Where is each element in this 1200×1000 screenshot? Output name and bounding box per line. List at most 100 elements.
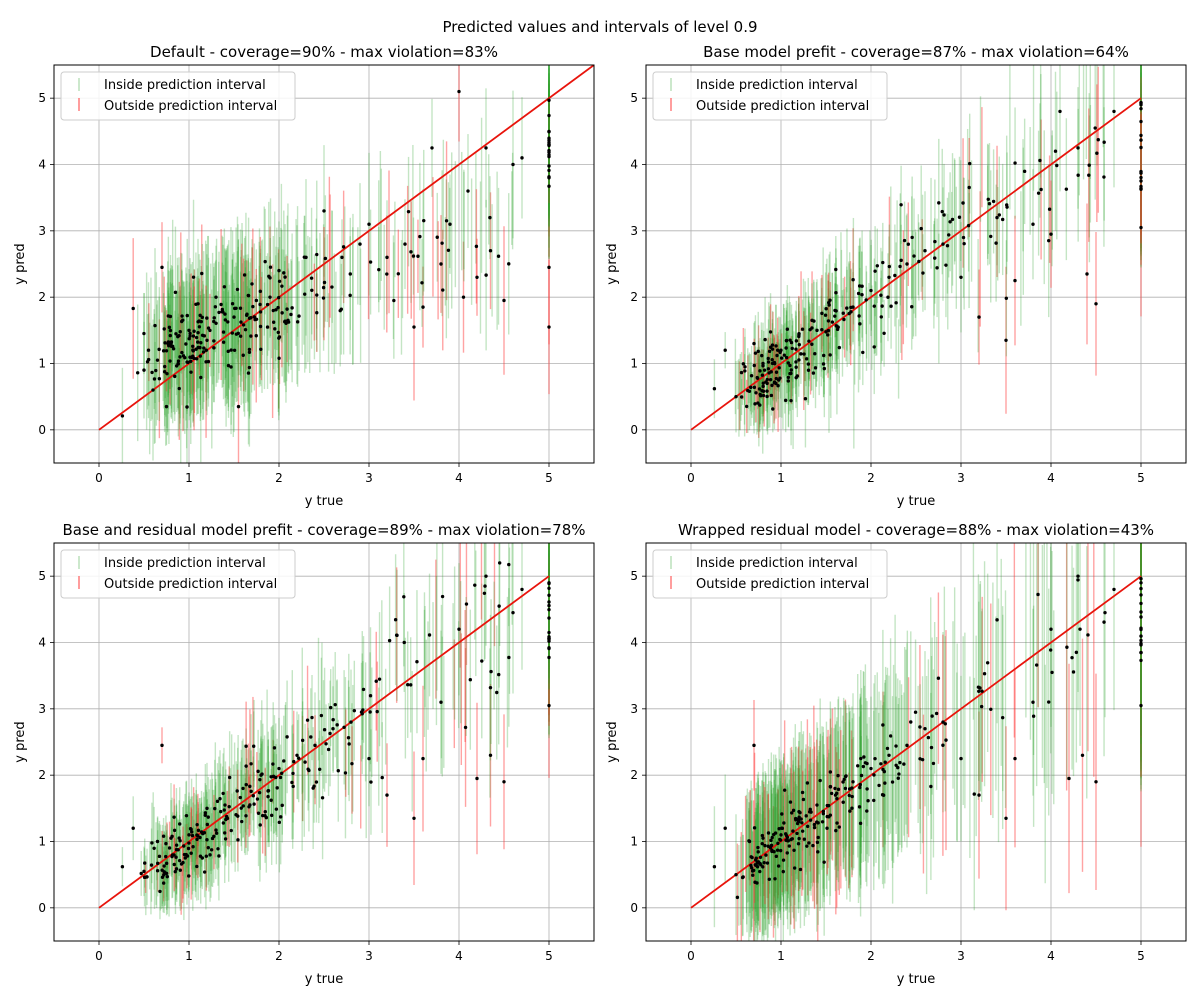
prediction-point xyxy=(833,314,837,318)
prediction-point xyxy=(315,293,319,297)
prediction-point xyxy=(753,402,757,406)
prediction-point xyxy=(902,762,906,766)
prediction-point xyxy=(223,312,227,316)
prediction-point xyxy=(893,273,897,278)
prediction-point xyxy=(247,350,252,355)
prediction-point xyxy=(803,397,808,401)
prediction-point xyxy=(849,305,853,310)
prediction-point xyxy=(155,869,160,873)
prediction-point xyxy=(252,802,256,806)
prediction-point xyxy=(761,381,765,385)
prediction-point xyxy=(1000,217,1005,222)
prediction-point xyxy=(712,865,717,869)
prediction-point xyxy=(772,380,777,384)
prediction-point xyxy=(894,744,898,748)
prediction-point xyxy=(547,603,551,608)
prediction-point xyxy=(1004,296,1009,300)
prediction-point xyxy=(777,366,781,370)
prediction-point xyxy=(303,760,307,764)
prediction-point xyxy=(199,830,204,834)
prediction-point xyxy=(191,348,195,352)
prediction-point xyxy=(917,259,921,264)
prediction-point xyxy=(1065,645,1069,649)
y-tick-label: 4 xyxy=(38,636,46,650)
prediction-point xyxy=(781,869,786,874)
prediction-point xyxy=(929,745,934,750)
prediction-point xyxy=(314,780,319,784)
x-tick-label: 2 xyxy=(275,949,283,963)
x-tick-label: 0 xyxy=(95,471,103,485)
prediction-point xyxy=(822,366,827,371)
prediction-point xyxy=(412,325,416,329)
prediction-point xyxy=(752,341,756,346)
prediction-point xyxy=(213,806,217,811)
prediction-point xyxy=(1139,175,1143,180)
prediction-point xyxy=(869,288,873,293)
prediction-point xyxy=(1139,615,1143,619)
prediction-point xyxy=(547,143,551,148)
prediction-point xyxy=(222,285,227,289)
prediction-point xyxy=(1036,592,1040,597)
prediction-point xyxy=(918,757,922,761)
prediction-point xyxy=(794,375,798,380)
prediction-point xyxy=(507,562,511,567)
prediction-point xyxy=(1049,232,1053,236)
x-tick-label: 3 xyxy=(957,471,965,485)
prediction-point xyxy=(797,342,802,347)
prediction-point xyxy=(547,616,551,620)
prediction-point xyxy=(415,660,419,664)
prediction-point xyxy=(191,845,195,849)
prediction-point xyxy=(759,394,763,398)
prediction-point xyxy=(926,735,931,740)
prediction-point xyxy=(241,804,245,808)
prediction-point xyxy=(169,340,174,344)
prediction-point xyxy=(1047,238,1051,243)
prediction-point xyxy=(202,831,207,835)
prediction-point xyxy=(1049,627,1053,631)
prediction-point xyxy=(743,369,747,373)
prediction-point xyxy=(786,375,791,380)
prediction-point xyxy=(489,669,493,674)
prediction-point xyxy=(747,389,752,393)
prediction-point xyxy=(797,333,801,337)
prediction-point xyxy=(547,175,551,179)
prediction-point xyxy=(502,780,506,784)
prediction-point xyxy=(989,707,993,711)
prediction-point xyxy=(1139,184,1143,189)
prediction-point xyxy=(238,795,243,800)
prediction-point xyxy=(756,845,760,850)
prediction-point xyxy=(763,337,767,342)
prediction-point xyxy=(232,348,237,352)
prediction-point xyxy=(881,793,886,797)
prediction-point xyxy=(1013,278,1017,283)
prediction-point xyxy=(773,877,777,881)
prediction-point xyxy=(1055,163,1059,168)
legend-inside-label: Inside prediction interval xyxy=(696,78,858,93)
prediction-point xyxy=(770,848,774,853)
prediction-point xyxy=(236,404,241,409)
panels: 0 1 2 3 4 5 0 1 2 3 4 5 Default - coverage=90% - max… xyxy=(13,43,1187,987)
prediction-point xyxy=(763,843,767,848)
prediction-point xyxy=(377,267,381,272)
prediction-point xyxy=(768,377,773,382)
prediction-point xyxy=(1139,601,1143,606)
prediction-point xyxy=(160,265,164,270)
prediction-point xyxy=(859,756,863,761)
prediction-point xyxy=(1095,151,1099,155)
prediction-point xyxy=(750,869,755,873)
prediction-point xyxy=(484,146,488,150)
prediction-point xyxy=(923,249,927,253)
prediction-point xyxy=(796,842,801,846)
prediction-point xyxy=(272,746,277,750)
prediction-point xyxy=(326,747,331,752)
prediction-point xyxy=(216,847,220,851)
x-tick-label: 5 xyxy=(545,471,553,485)
prediction-point xyxy=(323,256,328,261)
prediction-point xyxy=(246,293,251,298)
prediction-point xyxy=(263,259,267,264)
prediction-point xyxy=(1004,338,1008,342)
prediction-points xyxy=(120,89,551,418)
prediction-point xyxy=(411,254,416,258)
prediction-point xyxy=(217,310,221,315)
prediction-point xyxy=(749,385,753,390)
